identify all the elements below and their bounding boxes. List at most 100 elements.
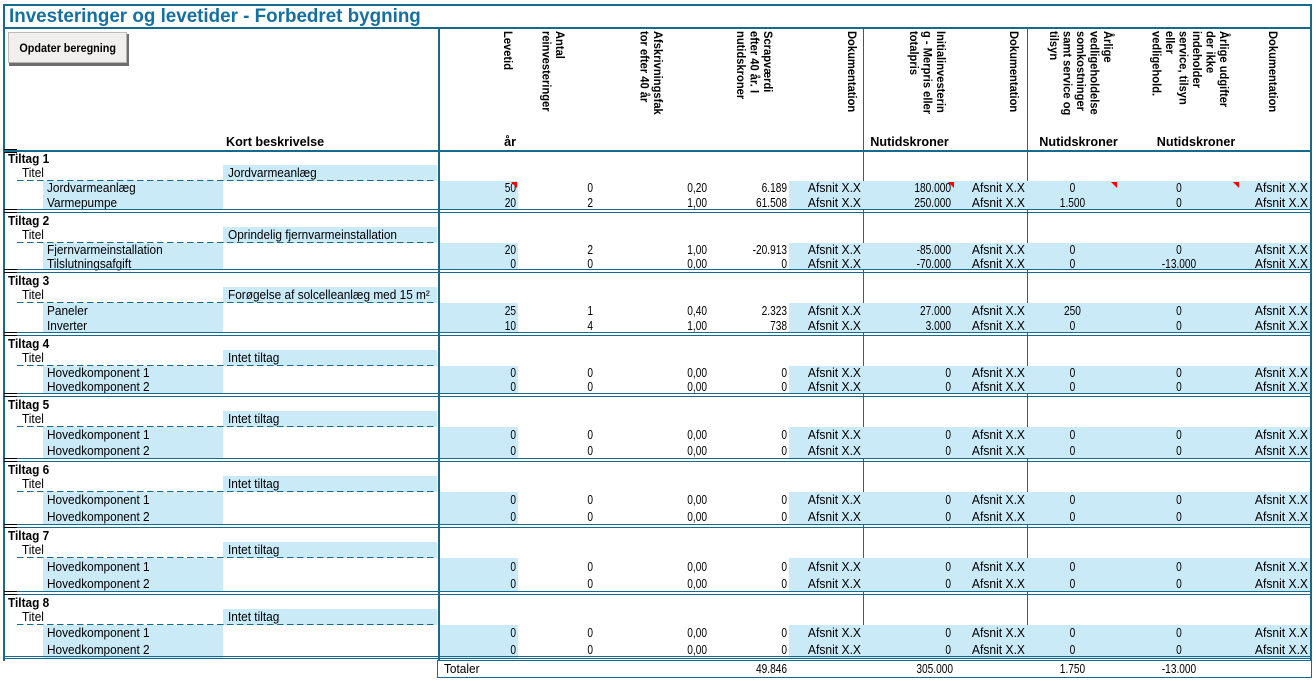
- value-dok3[interactable]: Afsnit X.X: [1254, 492, 1308, 508]
- value-afskr[interactable]: 0,00: [687, 492, 707, 508]
- titel-description-cell[interactable]: [223, 608, 437, 625]
- levetid-cell[interactable]: [440, 302, 518, 318]
- value-vedl[interactable]: 0: [1069, 318, 1076, 334]
- values-cell-band[interactable]: [789, 442, 1310, 459]
- value-antal[interactable]: 0: [587, 255, 593, 271]
- titel-description-cell[interactable]: [223, 475, 437, 492]
- value-scrap[interactable]: 0: [781, 255, 787, 271]
- value-dok3[interactable]: Afsnit X.X: [1254, 303, 1308, 319]
- value-udg[interactable]: 0: [1176, 379, 1182, 395]
- value-afskr[interactable]: 0,00: [687, 443, 707, 459]
- value-antal[interactable]: 2: [587, 194, 593, 210]
- value-afskr[interactable]: 0,00: [687, 379, 707, 395]
- component-label-cell[interactable]: [43, 641, 223, 658]
- levetid-cell[interactable]: [440, 624, 518, 641]
- value-levetid[interactable]: 0: [510, 641, 516, 657]
- value-dok2[interactable]: Afsnit X.X: [971, 379, 1025, 395]
- value-levetid[interactable]: 0: [510, 559, 516, 575]
- value-dok1[interactable]: Afsnit X.X: [807, 443, 861, 459]
- value-dok3[interactable]: Afsnit X.X: [1254, 194, 1308, 210]
- value-dok3[interactable]: Afsnit X.X: [1254, 365, 1308, 381]
- value-initial[interactable]: -70.000: [916, 255, 951, 271]
- levetid-cell[interactable]: [440, 365, 518, 380]
- value-levetid[interactable]: 0: [510, 379, 516, 395]
- value-dok1[interactable]: Afsnit X.X: [807, 641, 861, 657]
- values-cell-band[interactable]: [789, 641, 1310, 658]
- value-scrap[interactable]: 738: [770, 318, 787, 334]
- value-levetid[interactable]: 50: [504, 180, 516, 196]
- value-dok2[interactable]: Afsnit X.X: [971, 427, 1025, 443]
- value-dok2[interactable]: Afsnit X.X: [971, 443, 1025, 459]
- value-dok3[interactable]: Afsnit X.X: [1254, 255, 1308, 271]
- component-label-cell[interactable]: [43, 557, 223, 575]
- value-vedl[interactable]: 0: [1069, 559, 1076, 575]
- value-initial[interactable]: 180.000: [914, 180, 951, 196]
- titel-description-cell[interactable]: [223, 541, 437, 558]
- value-scrap[interactable]: 0: [781, 379, 787, 395]
- levetid-cell[interactable]: [440, 557, 518, 575]
- update-calculation-button[interactable]: Opdater beregning: [8, 32, 127, 63]
- value-levetid[interactable]: 20: [504, 194, 516, 210]
- value-scrap[interactable]: 0: [781, 508, 787, 524]
- value-dok3[interactable]: Afsnit X.X: [1254, 576, 1308, 592]
- titel-description-cell[interactable]: [223, 349, 437, 366]
- levetid-cell[interactable]: [440, 195, 518, 210]
- levetid-cell[interactable]: [440, 641, 518, 658]
- value-initial[interactable]: 0: [945, 492, 951, 508]
- component-label-cell[interactable]: [43, 242, 223, 256]
- value-initial[interactable]: -85.000: [916, 242, 951, 258]
- value-antal[interactable]: 0: [587, 379, 593, 395]
- component-label-cell[interactable]: [43, 317, 223, 333]
- value-antal[interactable]: 0: [587, 641, 593, 657]
- value-scrap[interactable]: -20.913: [752, 242, 787, 258]
- titel-description-cell[interactable]: [223, 286, 437, 303]
- value-udg[interactable]: 0: [1176, 508, 1182, 524]
- value-antal[interactable]: 0: [587, 625, 593, 641]
- value-antal[interactable]: 0: [587, 427, 593, 443]
- value-initial[interactable]: 0: [945, 576, 951, 592]
- value-antal[interactable]: 0: [587, 443, 593, 459]
- value-vedl[interactable]: 0: [1069, 443, 1076, 459]
- values-cell-band[interactable]: [789, 302, 1310, 318]
- component-label-cell[interactable]: [43, 302, 223, 318]
- value-dok3[interactable]: Afsnit X.X: [1254, 318, 1308, 334]
- value-dok2[interactable]: Afsnit X.X: [971, 365, 1025, 381]
- values-cell-band[interactable]: [789, 256, 1310, 270]
- value-antal[interactable]: 2: [587, 242, 593, 258]
- value-dok1[interactable]: Afsnit X.X: [807, 576, 861, 592]
- value-udg[interactable]: 0: [1176, 303, 1182, 319]
- value-udg[interactable]: 0: [1176, 576, 1182, 592]
- value-initial[interactable]: 0: [945, 379, 951, 395]
- values-cell-band[interactable]: [789, 624, 1310, 641]
- value-scrap[interactable]: 0: [781, 625, 787, 641]
- value-initial[interactable]: 0: [945, 641, 951, 657]
- value-vedl[interactable]: 250: [1064, 303, 1081, 319]
- value-dok3[interactable]: Afsnit X.X: [1254, 427, 1308, 443]
- value-scrap[interactable]: 0: [781, 641, 787, 657]
- component-label-cell[interactable]: [43, 379, 223, 394]
- value-vedl[interactable]: 0: [1069, 625, 1076, 641]
- value-vedl[interactable]: 0: [1069, 365, 1076, 381]
- values-cell-band[interactable]: [789, 557, 1310, 575]
- value-afskr[interactable]: 1,00: [687, 318, 707, 334]
- value-dok2[interactable]: Afsnit X.X: [971, 559, 1025, 575]
- component-label-cell[interactable]: [43, 365, 223, 380]
- value-afskr[interactable]: 1,00: [687, 242, 707, 258]
- value-afskr[interactable]: 0,00: [687, 255, 707, 271]
- value-dok1[interactable]: Afsnit X.X: [807, 492, 861, 508]
- component-label-cell[interactable]: [43, 624, 223, 641]
- levetid-cell[interactable]: [440, 256, 518, 270]
- value-levetid[interactable]: 0: [510, 508, 516, 524]
- values-cell-band[interactable]: [789, 574, 1310, 592]
- values-cell-band[interactable]: [789, 508, 1310, 525]
- component-label-cell[interactable]: [43, 426, 223, 443]
- value-initial[interactable]: 3.000: [925, 318, 951, 334]
- value-udg[interactable]: 0: [1176, 318, 1182, 334]
- value-dok1[interactable]: Afsnit X.X: [807, 255, 861, 271]
- value-udg[interactable]: 0: [1176, 443, 1182, 459]
- levetid-cell[interactable]: [440, 442, 518, 459]
- value-dok3[interactable]: Afsnit X.X: [1254, 180, 1308, 196]
- value-scrap[interactable]: 61.508: [755, 194, 787, 210]
- value-vedl[interactable]: 1.500: [1059, 194, 1086, 210]
- value-dok3[interactable]: Afsnit X.X: [1254, 559, 1308, 575]
